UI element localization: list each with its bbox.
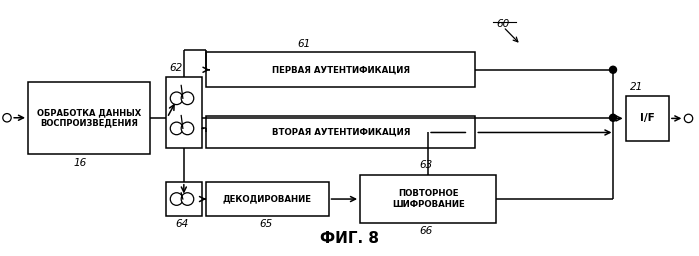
Bar (626, 96, 669, 141)
Text: 63: 63 (420, 160, 433, 170)
Text: I/F: I/F (640, 113, 655, 123)
Bar (360, 175, 496, 223)
Ellipse shape (181, 193, 194, 205)
Ellipse shape (181, 92, 194, 105)
Ellipse shape (684, 114, 693, 123)
Text: 16: 16 (74, 157, 87, 168)
Text: 66: 66 (420, 226, 433, 236)
Bar (206, 116, 475, 148)
Text: ПОВТОРНОЕ
ШИФРОВАНИЕ: ПОВТОРНОЕ ШИФРОВАНИЕ (391, 189, 465, 209)
Text: 64: 64 (175, 219, 188, 229)
Text: 21: 21 (630, 82, 642, 92)
Ellipse shape (610, 66, 617, 73)
Ellipse shape (181, 122, 194, 135)
Text: 60: 60 (497, 19, 510, 29)
Bar (166, 77, 202, 148)
Text: 61: 61 (298, 38, 310, 49)
Bar (166, 182, 202, 216)
Text: 62: 62 (170, 63, 182, 73)
Ellipse shape (171, 92, 183, 105)
Text: ОБРАБОТКА ДАННЫХ
ВОСПРОИЗВЕДЕНИЯ: ОБРАБОТКА ДАННЫХ ВОСПРОИЗВЕДЕНИЯ (37, 108, 141, 127)
Bar (28, 82, 150, 154)
Ellipse shape (171, 122, 183, 135)
Text: 65: 65 (259, 219, 272, 229)
Text: ДЕКОДИРОВАНИЕ: ДЕКОДИРОВАНИЕ (223, 195, 312, 204)
Ellipse shape (610, 114, 617, 121)
Text: ФИГ. 8: ФИГ. 8 (320, 231, 379, 246)
Text: ПЕРВАЯ АУТЕНТИФИКАЦИЯ: ПЕРВАЯ АУТЕНТИФИКАЦИЯ (272, 65, 410, 74)
Bar (206, 52, 475, 87)
Ellipse shape (171, 193, 183, 205)
Ellipse shape (3, 114, 11, 122)
Text: ВТОРАЯ АУТЕНТИФИКАЦИЯ: ВТОРАЯ АУТЕНТИФИКАЦИЯ (272, 128, 410, 137)
Bar (206, 182, 329, 216)
